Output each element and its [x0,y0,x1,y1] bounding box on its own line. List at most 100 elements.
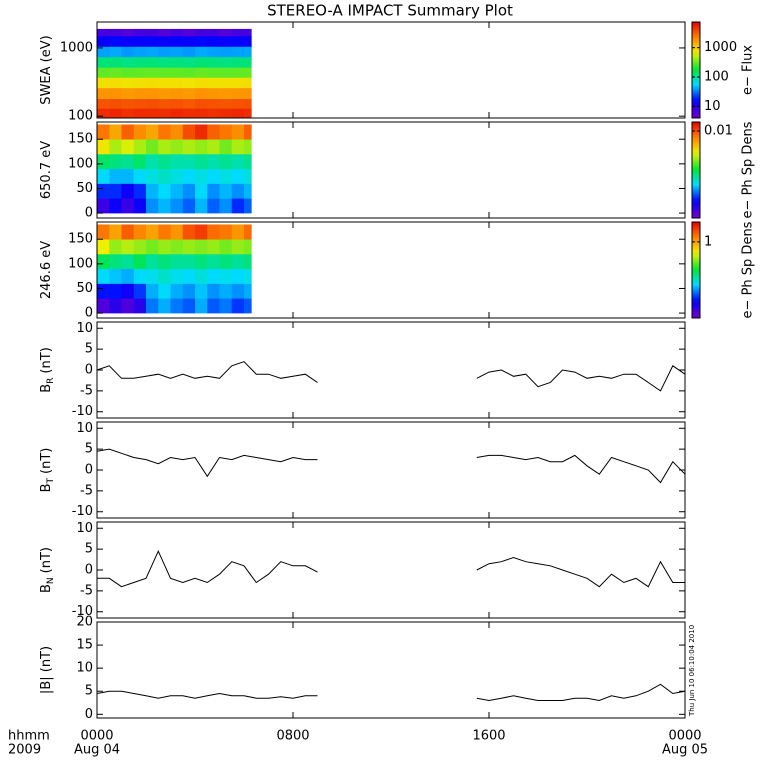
heatmap-cell [207,28,220,37]
heatmap-cell [170,283,184,299]
heatmap-cell [195,108,208,119]
heatmap-cell [170,35,184,47]
heatmap-cell [158,139,171,155]
heatmap-cell [133,198,147,214]
heatmap-cell [133,124,147,140]
y-axis-label: SWEA (eV) [39,35,54,104]
heatmap-cell [231,35,245,47]
heatmap-cell [97,168,110,184]
heatmap-cell [207,108,220,119]
heatmap-cell [146,77,159,89]
data-line [96,448,686,484]
heatmap-cell [146,198,159,214]
heatmap-cell [158,224,171,240]
heatmap-cell [158,239,171,255]
heatmap-cell [244,108,252,119]
heatmap-cell [158,254,171,270]
heatmap-cell [195,298,208,314]
heatmap-cell [207,198,220,214]
heatmap-cell [170,154,184,170]
heatmap-cell [133,283,147,299]
y-axis-label-main: 246.6 eV [39,241,54,299]
heatmap-cell [207,67,220,78]
heatmap-cell [146,98,159,109]
y-tick-label: 100 [68,109,93,124]
heatmap-cell [158,77,171,89]
heatmap-cell [182,108,196,119]
heatmap-cell [158,298,171,314]
heatmap-cell [195,283,208,299]
heatmap-cell [97,124,110,140]
y-tick-label: 0 [85,563,93,578]
y-axis-label-main: B [39,584,54,593]
heatmap-cell [170,224,184,240]
heatmap-cell [182,77,196,89]
heatmap-cell [146,154,159,170]
y-axis-label: BT (nT) [39,448,56,493]
heatmap-cell [170,108,184,119]
heatmap-cell [109,67,122,78]
heatmap-cell [207,46,220,58]
y-tick-label: 5 [85,442,93,457]
heatmap-cell [146,46,159,58]
heatmap-cell [109,87,122,100]
heatmap-cell [231,98,245,109]
heatmap-cell [133,28,147,37]
heatmap-cell [146,283,159,299]
y-axis-label-main: |B| (nT) [39,646,54,694]
heatmap-cell [244,198,252,214]
heatmap-cell [146,108,159,119]
heatmap-cell [219,298,233,314]
heatmap-cell [170,87,184,100]
heatmap-cell [133,168,147,184]
heatmap-cell [146,87,159,100]
heatmap-cell [207,56,220,68]
y-axis-label-main: B [39,384,54,393]
heatmap-cell [195,28,208,37]
heatmap-cell [97,46,110,58]
heatmap-cell [182,28,196,37]
heatmap-cell [170,139,184,155]
x-unit-label: hhmm [8,729,50,744]
heatmap-cell [195,67,208,78]
x-tick-label: 0800 [276,729,309,744]
heatmap-cell [219,124,233,140]
heatmap-cell [231,67,245,78]
heatmap-cell [133,77,147,89]
y-axis-label: 246.6 eV [39,241,54,299]
heatmap-cell [182,254,196,270]
heatmap-cell [244,154,252,170]
heatmap-cell [121,298,135,314]
heatmap-cell [121,254,135,270]
heatmap-cell [109,124,122,140]
colorbar-label: e− Flux [741,45,756,95]
y-tick-label: 15 [76,638,93,653]
heatmap-cell [219,108,233,119]
heatmap-cell [133,224,147,240]
heatmap-cell [146,168,159,184]
heatmap-cell [231,298,245,314]
y-tick-label: 0 [85,463,93,478]
heatmap-cell [109,56,122,68]
heatmap-cell [244,124,252,140]
heatmap-cell [182,35,196,47]
heatmap-cell [146,124,159,140]
heatmap-cell [170,67,184,78]
heatmap-cell [146,56,159,68]
colorbar-tick-label: 100 [704,69,729,84]
heatmap-cell [195,198,208,214]
heatmap-cell [109,198,122,214]
heatmap-cell [182,154,196,170]
panel-frame [96,621,686,719]
heatmap-cell [244,254,252,270]
heatmap-cell [121,183,135,199]
colorbar-label: e− Ph Sp Dens [741,221,756,318]
heatmap-cell [219,224,233,240]
heatmap-cell [231,28,245,37]
heatmap-cell [121,28,135,37]
heatmap-cell [244,46,252,58]
colorbar-tick-label: 1 [704,234,712,249]
heatmap-cell [133,154,147,170]
heatmap-cell [121,98,135,109]
heatmap-cell [121,124,135,140]
